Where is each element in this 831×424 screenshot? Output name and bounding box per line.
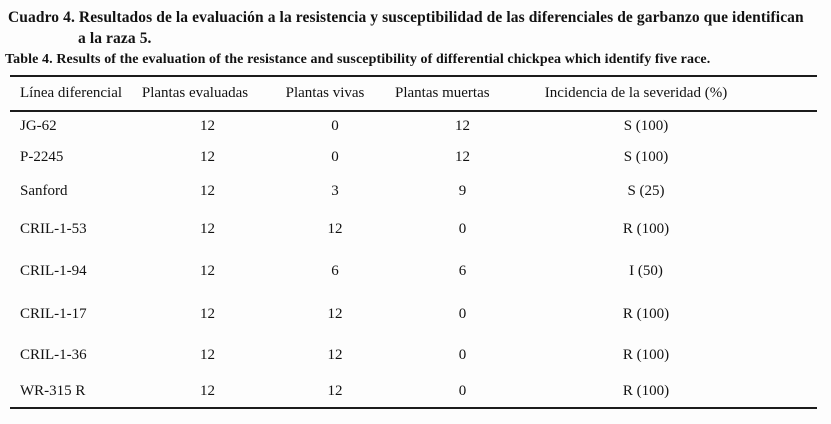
caption-english: Table 4. Results of the evaluation of th… xyxy=(5,52,711,67)
cell-incidencia-severidad: R (100) xyxy=(622,347,670,363)
cell-plantas-muertas: 0 xyxy=(458,383,467,399)
cell-plantas-evaluadas: 12 xyxy=(200,118,215,134)
cell-plantas-muertas: 12 xyxy=(455,149,470,165)
cell-plantas-evaluadas: 12 xyxy=(200,263,215,279)
cell-plantas-vivas: 0 xyxy=(331,118,339,134)
cell-plantas-muertas: 12 xyxy=(455,118,470,134)
cell-plantas-muertas: 0 xyxy=(458,221,467,237)
cell-plantas-vivas: 12 xyxy=(327,221,343,237)
cell-incidencia-severidad: I (50) xyxy=(629,263,663,279)
cell-plantas-muertas: 0 xyxy=(458,305,467,322)
cell-plantas-vivas: 12 xyxy=(327,383,343,399)
cell-plantas-vivas: 6 xyxy=(331,263,339,279)
cell-linea-diferencial: WR-315 R xyxy=(20,383,86,399)
cell-incidencia-severidad: S (25) xyxy=(627,183,665,199)
cell-plantas-vivas: 0 xyxy=(331,149,339,165)
caption-spanish: Cuadro 4. Resultados de la evaluación a … xyxy=(8,7,831,49)
cell-plantas-evaluadas: 12 xyxy=(200,183,215,199)
cell-linea-diferencial: CRIL-1-94 xyxy=(20,263,87,279)
caption-spanish-line2: a la raza 5. xyxy=(78,30,152,47)
cell-linea-diferencial: JG-62 xyxy=(20,118,57,134)
cell-incidencia-severidad: S (100) xyxy=(623,118,669,134)
cell-incidencia-severidad: R (100) xyxy=(622,383,670,399)
cell-plantas-vivas: 3 xyxy=(331,183,339,199)
column-header-plantas-vivas: Plantas vivas xyxy=(275,76,395,112)
cell-linea-diferencial: P-2245 xyxy=(20,149,64,165)
cell-plantas-evaluadas: 12 xyxy=(200,149,215,165)
cell-linea-diferencial: Sanford xyxy=(20,183,68,199)
cell-plantas-evaluadas: 12 xyxy=(200,347,215,363)
table-row: CRIL-1-17 12 12 0 R (100) xyxy=(10,293,817,335)
cell-plantas-vivas: 12 xyxy=(327,347,343,363)
header-row: Línea diferencial Plantas evaluadas Plan… xyxy=(10,76,817,112)
cell-plantas-muertas: 6 xyxy=(458,263,467,279)
table-row: CRIL-1-53 12 12 0 R (100) xyxy=(10,209,817,250)
cell-plantas-muertas: 0 xyxy=(458,347,467,363)
table-row: JG-62 12 0 12 S (100) xyxy=(10,111,817,141)
column-header-plantas-muertas: Plantas muertas xyxy=(395,76,530,112)
caption-spanish-line1: Cuadro 4. Resultados de la evaluación a … xyxy=(8,9,804,26)
cell-plantas-muertas: 9 xyxy=(458,183,467,199)
table-row: CRIL-1-94 12 6 6 I (50) xyxy=(10,250,817,293)
column-header-plantas-evaluadas: Plantas evaluadas xyxy=(140,76,275,112)
table-row: Sanford 12 3 9 S (25) xyxy=(10,174,817,209)
cell-linea-diferencial: CRIL-1-17 xyxy=(20,305,87,322)
cell-plantas-evaluadas: 12 xyxy=(200,383,215,399)
column-header-linea-diferencial: Línea diferencial xyxy=(10,76,140,112)
table-row: WR-315 R 12 12 0 R (100) xyxy=(10,376,817,408)
cell-plantas-vivas: 12 xyxy=(327,305,343,322)
cell-incidencia-severidad: R (100) xyxy=(622,305,670,322)
table-row: CRIL-1-36 12 12 0 R (100) xyxy=(10,335,817,376)
table-row: P-2245 12 0 12 S (100) xyxy=(10,141,817,174)
cell-plantas-evaluadas: 12 xyxy=(200,221,215,237)
cell-linea-diferencial: CRIL-1-36 xyxy=(20,347,87,363)
cell-linea-diferencial: CRIL-1-53 xyxy=(20,221,87,237)
cell-incidencia-severidad: R (100) xyxy=(622,221,670,237)
cell-plantas-evaluadas: 12 xyxy=(200,305,215,322)
cell-incidencia-severidad: S (100) xyxy=(623,149,669,165)
caption-block: Cuadro 4. Resultados de la evaluación a … xyxy=(0,0,831,70)
column-header-incidencia-severidad: Incidencia de la severidad (%) xyxy=(530,76,817,112)
results-table: Línea diferencial Plantas evaluadas Plan… xyxy=(10,75,817,409)
